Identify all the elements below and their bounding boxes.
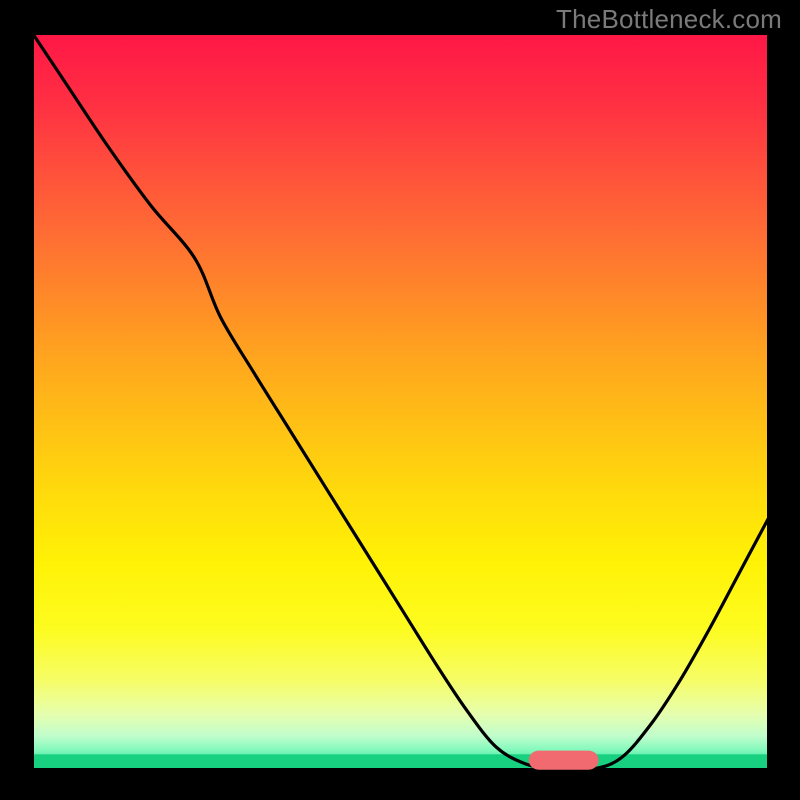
target-marker [529,751,599,770]
chart-svg [0,0,800,800]
bottom-green-stripe [33,754,768,769]
chart-root: { "watermark": "TheBottleneck.com", "cha… [0,0,800,800]
watermark-text: TheBottleneck.com [556,4,782,35]
plot-background [33,34,768,769]
